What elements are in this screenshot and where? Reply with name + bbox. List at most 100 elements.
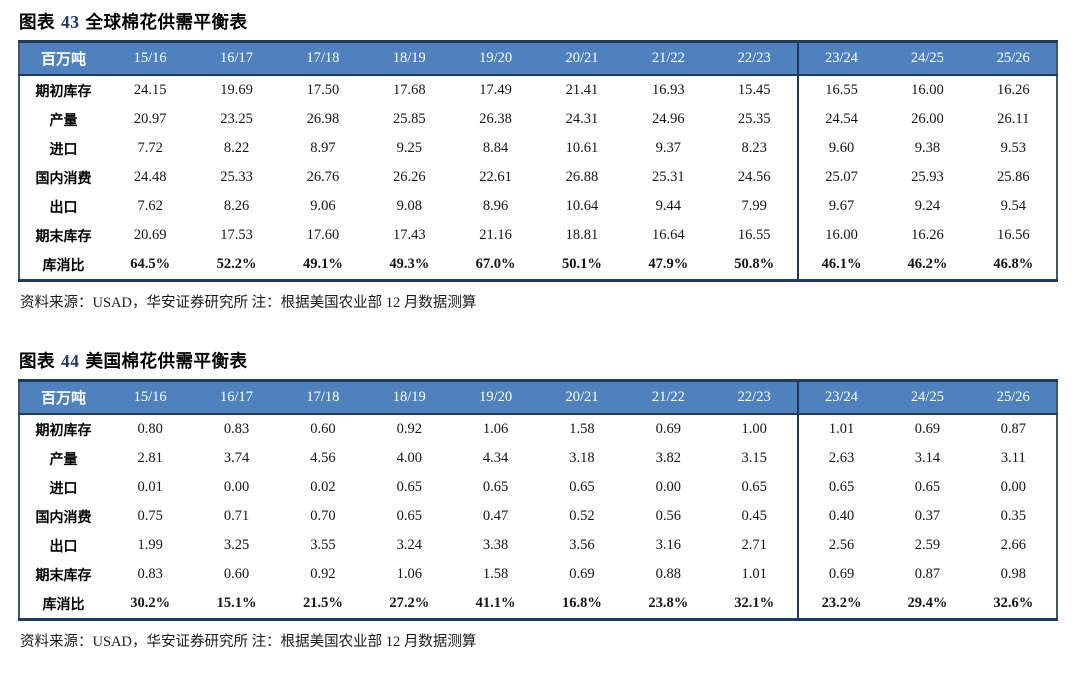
- value-cell: 3.38: [482, 537, 509, 553]
- us-cotton-supply-demand-table: 百万吨 15/16 16/17 17/18 18/19 19/20 20/21 21/22 22…: [18, 379, 1058, 621]
- year-header-cell: 19/20: [452, 380, 539, 415]
- value-cell: 3.16: [655, 537, 682, 553]
- value-cell: 0.87: [914, 566, 941, 582]
- value-cell: 7.99: [741, 198, 767, 214]
- value-cell: 18.81: [565, 227, 599, 243]
- year-header-cell: 24/25: [884, 380, 971, 415]
- figure-43-title: 图表 43 全球棉花供需平衡表: [19, 10, 1058, 34]
- value-cell: 26.26: [392, 169, 426, 185]
- row-label-cell: 库消比: [42, 258, 85, 274]
- value-cell: 25.93: [911, 169, 944, 185]
- value-cell: 7.72: [137, 140, 163, 156]
- value-cell: 17.53: [220, 227, 253, 243]
- value-cell: 32.6%: [993, 595, 1034, 611]
- year-header-cell: 15/16: [107, 41, 194, 76]
- year-header-cell: 23/24: [796, 41, 885, 76]
- value-cell: 0.69: [655, 421, 682, 437]
- table-row: 期初库存 0.80 0.83 0.60 0.92 1.06 1.58 0.69 1.00 1.01…: [19, 414, 1057, 444]
- value-cell: 24.48: [133, 169, 167, 185]
- value-cell: 0.83: [223, 421, 250, 437]
- value-cell: 17.43: [392, 227, 426, 243]
- figure-44-title: 图表 44 美国棉花供需平衡表: [19, 349, 1058, 373]
- value-cell: 50.1%: [562, 256, 602, 272]
- value-cell: 10.61: [565, 140, 599, 156]
- value-cell: 16.26: [996, 82, 1030, 98]
- value-cell: 0.00: [223, 479, 250, 495]
- table-row: 进口 7.72 8.22 8.97 9.25 8.84 10.61 9.37 8.23 9.60 9…: [19, 134, 1057, 163]
- value-cell: 4.00: [396, 450, 422, 466]
- figure-44-source-note: 资料来源：USAD，华安证券研究所 注：根据美国农业部 12 月数据测算: [20, 634, 477, 650]
- value-cell: 0.60: [310, 421, 336, 437]
- table-header-row: 百万吨 15/16 16/17 17/18 18/19 19/20 20/21 21/22 22…: [19, 41, 1057, 76]
- figure-title-text: 美国棉花供需平衡表: [85, 351, 248, 371]
- value-cell: 1.01: [796, 414, 885, 444]
- value-cell: 23.2%: [796, 589, 885, 620]
- year-header-cell: 15/16: [107, 380, 194, 415]
- value-cell: 47.9%: [648, 256, 689, 272]
- value-cell: 8.97: [310, 140, 336, 156]
- year-header-cell: 21/22: [625, 380, 712, 415]
- value-cell: 20.97: [133, 111, 167, 127]
- value-cell: 0.00: [655, 479, 682, 495]
- value-cell: 22.61: [479, 169, 512, 185]
- value-cell: 4.56: [310, 450, 336, 466]
- year-header-cell: 18/19: [366, 380, 453, 415]
- value-cell: 0.80: [137, 421, 163, 437]
- value-cell: 26.38: [479, 111, 512, 127]
- year-header-cell: 16/17: [193, 380, 280, 415]
- value-cell: 9.25: [396, 140, 422, 156]
- value-cell: 1.00: [741, 421, 767, 437]
- value-cell: 2.71: [741, 537, 767, 553]
- value-cell: 50.8%: [734, 256, 775, 272]
- value-cell: 26.76: [306, 169, 340, 185]
- value-cell: 3.82: [655, 450, 682, 466]
- row-label-cell: 期初库存: [35, 423, 92, 439]
- figure-title-label: 图表: [19, 12, 55, 32]
- table-row: 库消比 30.2% 15.1% 21.5% 27.2% 41.1% 16.8% 23.8% 32…: [19, 589, 1057, 620]
- value-cell: 46.1%: [796, 250, 885, 281]
- row-label-cell: 库消比: [42, 597, 85, 613]
- value-cell: 46.2%: [907, 256, 948, 272]
- value-cell: 20.69: [133, 227, 167, 243]
- value-cell: 0.65: [569, 479, 595, 495]
- value-cell: 0.35: [1000, 508, 1026, 524]
- value-cell: 1.01: [741, 566, 767, 582]
- table-row: 出口 7.62 8.26 9.06 9.08 8.96 10.64 9.44 7.99 9.67 9…: [19, 192, 1057, 221]
- value-cell: 9.54: [1000, 198, 1026, 214]
- year-header-cell: 20/21: [538, 41, 626, 76]
- row-label-cell: 出口: [49, 539, 78, 555]
- value-cell: 3.25: [223, 537, 250, 553]
- value-cell: 17.49: [479, 82, 512, 98]
- value-cell: 3.11: [1000, 450, 1026, 466]
- value-cell: 64.5%: [130, 256, 171, 272]
- value-cell: 0.45: [741, 508, 767, 524]
- value-cell: 0.70: [310, 508, 336, 524]
- table-row: 期初库存 24.15 19.69 17.50 17.68 17.49 21.41 16.93 1…: [19, 75, 1057, 105]
- table-row: 期末库存 0.83 0.60 0.92 1.06 1.58 0.69 0.88 1.01 0.69…: [19, 560, 1057, 589]
- value-cell: 16.8%: [562, 595, 602, 611]
- year-header-cell: 23/24: [796, 380, 885, 415]
- year-header-cell: 25/26: [970, 380, 1057, 415]
- value-cell: 15.1%: [216, 595, 257, 611]
- value-cell: 0.83: [137, 566, 163, 582]
- value-cell: 32.1%: [734, 595, 775, 611]
- year-header-cell: 16/17: [193, 41, 280, 76]
- value-cell: 0.75: [137, 508, 163, 524]
- value-cell: 9.06: [310, 198, 336, 214]
- value-cell: 17.68: [392, 82, 426, 98]
- table-row: 进口 0.01 0.00 0.02 0.65 0.65 0.65 0.00 0.65 0.65 0.…: [19, 473, 1057, 502]
- value-cell: 25.35: [737, 111, 771, 127]
- value-cell: 46.8%: [993, 256, 1034, 272]
- value-cell: 9.53: [1000, 140, 1026, 156]
- value-cell: 24.31: [565, 111, 599, 127]
- value-cell: 8.26: [223, 198, 250, 214]
- year-header-cell: 24/25: [884, 41, 971, 76]
- value-cell: 9.44: [655, 198, 682, 214]
- value-cell: 24.96: [652, 111, 685, 127]
- value-cell: 0.69: [796, 560, 885, 589]
- value-cell: 3.14: [914, 450, 941, 466]
- value-cell: 3.15: [741, 450, 767, 466]
- value-cell: 24.15: [133, 82, 167, 98]
- value-cell: 3.74: [223, 450, 250, 466]
- value-cell: 1.58: [569, 421, 595, 437]
